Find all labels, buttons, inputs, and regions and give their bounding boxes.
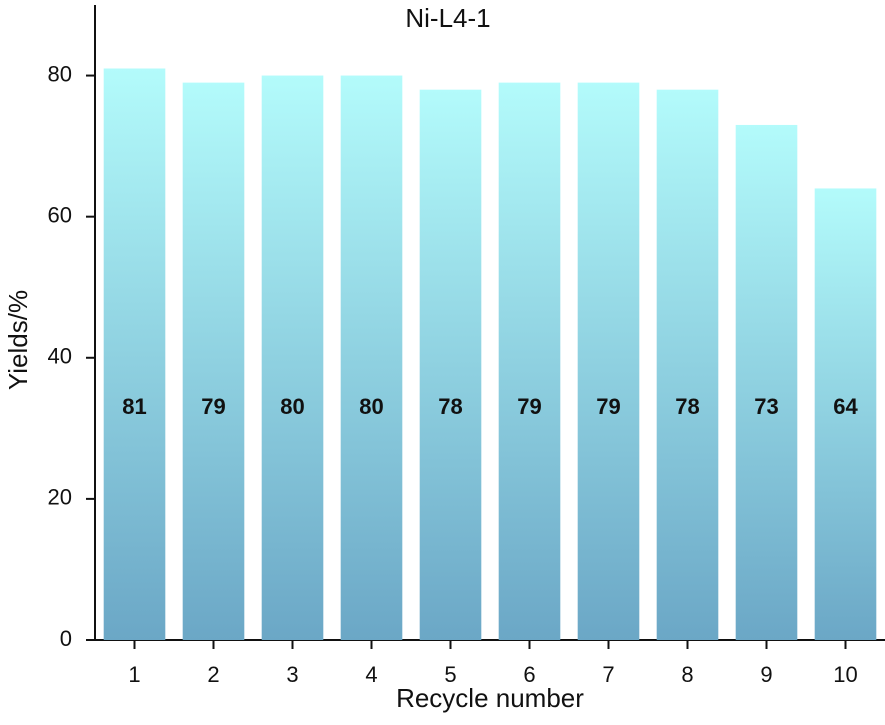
value-label: 79 <box>596 394 620 419</box>
x-tick-label: 1 <box>128 662 140 687</box>
bar <box>261 75 324 641</box>
bar <box>498 82 561 641</box>
y-tick-label: 60 <box>48 202 72 227</box>
value-label: 80 <box>359 394 383 419</box>
bar <box>419 89 482 640</box>
value-label: 73 <box>754 394 778 419</box>
x-tick-label: 9 <box>760 662 772 687</box>
x-tick-label: 2 <box>207 662 219 687</box>
x-tick-label: 5 <box>444 662 456 687</box>
x-tick-label: 8 <box>681 662 693 687</box>
x-tick-label: 3 <box>286 662 298 687</box>
bar <box>340 75 403 641</box>
y-tick-label: 40 <box>48 344 72 369</box>
x-axis-title: Recycle number <box>396 683 584 713</box>
bar <box>103 68 166 640</box>
x-tick-label: 4 <box>365 662 377 687</box>
bar <box>656 89 719 640</box>
y-tick-label: 80 <box>48 61 72 86</box>
bar <box>182 82 245 641</box>
value-label: 78 <box>438 394 462 419</box>
x-tick-label: 10 <box>833 662 857 687</box>
value-label: 81 <box>122 394 146 419</box>
x-tick-label: 6 <box>523 662 535 687</box>
value-label: 78 <box>675 394 699 419</box>
chart-title: Ni-L4-1 <box>405 3 490 33</box>
value-label: 79 <box>517 394 541 419</box>
y-tick-label: 20 <box>48 485 72 510</box>
y-tick-label: 0 <box>60 626 72 651</box>
value-label: 64 <box>833 394 858 419</box>
bar <box>735 124 798 640</box>
value-label: 79 <box>201 394 225 419</box>
bar <box>814 188 877 640</box>
bar <box>577 82 640 641</box>
value-label: 80 <box>280 394 304 419</box>
x-tick-label: 7 <box>602 662 614 687</box>
y-axis-title: Yields/% <box>3 290 33 390</box>
